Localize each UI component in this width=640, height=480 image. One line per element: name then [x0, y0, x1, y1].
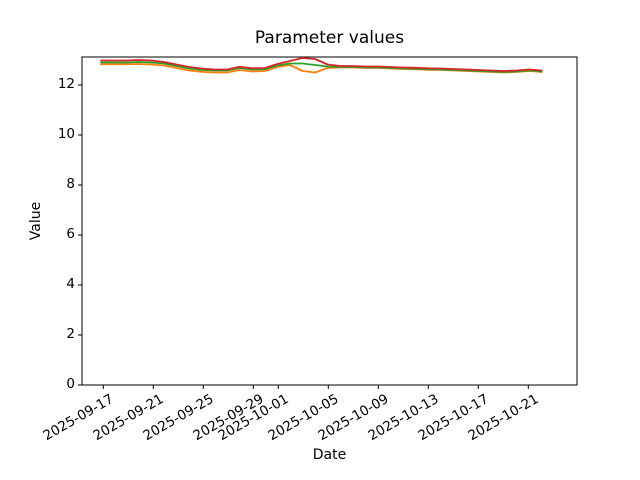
- chart-title: Parameter values: [254, 28, 405, 48]
- series-line-red: [100, 57, 543, 72]
- y-tick-label: 4: [66, 276, 75, 292]
- x-axis-label: Date: [312, 447, 347, 463]
- y-tick-label: 10: [57, 126, 75, 142]
- y-tick-label: 2: [66, 326, 75, 342]
- series-line-green: [100, 61, 543, 73]
- y-tick-label: 6: [66, 226, 75, 242]
- y-tick-label: 0: [66, 376, 75, 392]
- axes-spines: [81, 56, 578, 386]
- y-tick-label: 12: [57, 76, 75, 92]
- y-axis-label: Value: [28, 201, 44, 241]
- y-tick-label: 8: [66, 176, 75, 192]
